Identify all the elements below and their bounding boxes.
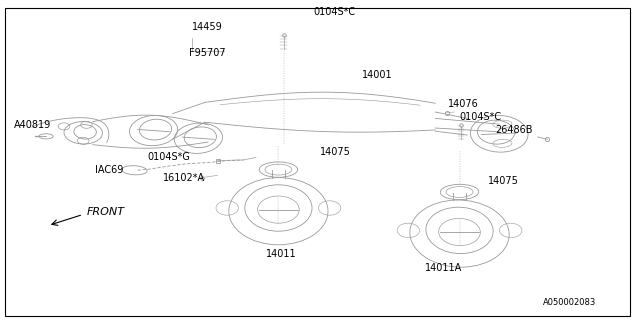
Text: A050002083: A050002083	[543, 298, 596, 307]
Text: F95707: F95707	[189, 48, 225, 58]
Text: IAC69: IAC69	[95, 165, 123, 175]
Text: 14075: 14075	[488, 176, 518, 186]
Text: A40819: A40819	[14, 120, 51, 130]
Text: 14459: 14459	[192, 22, 223, 32]
Text: 14011A: 14011A	[425, 263, 462, 273]
Text: 14001: 14001	[362, 70, 392, 80]
Text: 14011: 14011	[266, 249, 296, 259]
Text: 0104S*C: 0104S*C	[460, 112, 502, 122]
Text: 14075: 14075	[320, 147, 351, 157]
Text: FRONT: FRONT	[87, 207, 125, 218]
Text: 26486B: 26486B	[495, 125, 533, 135]
Text: 16102*A: 16102*A	[163, 173, 205, 183]
Text: 0104S*C: 0104S*C	[314, 7, 356, 17]
Text: 14076: 14076	[448, 99, 479, 109]
Text: 0104S*G: 0104S*G	[147, 152, 190, 162]
